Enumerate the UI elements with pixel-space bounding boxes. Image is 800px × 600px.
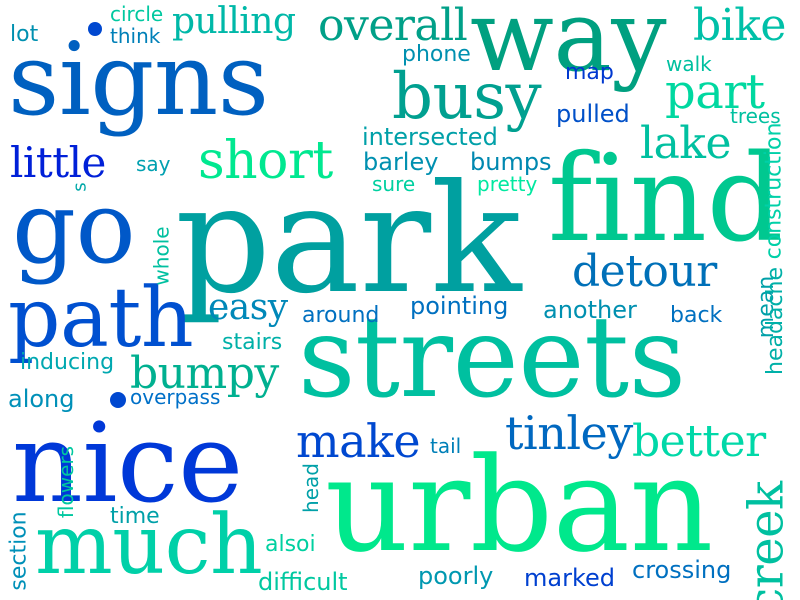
word-short: short xyxy=(198,131,333,191)
word-find: find xyxy=(548,130,783,269)
word-park: park xyxy=(175,153,522,327)
word-circle: circle xyxy=(110,2,164,26)
dot-bottom xyxy=(110,392,126,408)
word-whole: whole xyxy=(149,226,174,286)
word-head: head xyxy=(298,463,323,513)
word-poorly: poorly xyxy=(418,562,494,590)
word-section: section xyxy=(6,511,32,591)
word-phone: phone xyxy=(402,42,471,67)
word-pretty: pretty xyxy=(477,172,538,196)
word-pulling: pulling xyxy=(172,1,296,42)
word-back: back xyxy=(670,303,723,328)
word-lake: lake xyxy=(640,118,732,169)
word-part: part xyxy=(665,64,765,120)
word-easy: easy xyxy=(208,287,288,328)
word-make: make xyxy=(296,414,421,468)
word-detour: detour xyxy=(572,246,717,297)
word-little: little xyxy=(10,138,106,187)
word-crossing: crossing xyxy=(632,556,732,584)
word-bumps: bumps xyxy=(470,148,552,176)
word-construction: construction xyxy=(761,122,787,260)
word-walk: walk xyxy=(666,52,712,76)
word-go: go xyxy=(12,169,136,286)
word-pointing: pointing xyxy=(410,292,509,320)
word-urban: urban xyxy=(325,429,713,581)
word-much: much xyxy=(35,498,263,593)
word-bike: bike xyxy=(693,0,786,51)
word-bumpy: bumpy xyxy=(130,348,279,399)
word-around: around xyxy=(302,303,380,328)
word-say: say xyxy=(136,152,171,176)
word-tinley: tinley xyxy=(505,406,633,460)
word-barley: barley xyxy=(363,148,439,176)
word-streets: streets xyxy=(298,293,686,423)
word-better: better xyxy=(632,416,766,467)
word-intersected: intersected xyxy=(362,123,498,151)
word-way: way xyxy=(470,0,667,94)
word-stairs: stairs xyxy=(222,330,283,355)
word-signs: signs xyxy=(8,21,269,138)
word-overpass: overpass xyxy=(130,385,221,409)
word-flowers: flowers xyxy=(54,445,79,519)
word-s: s xyxy=(69,182,91,192)
word-busy: busy xyxy=(392,60,542,134)
word-another: another xyxy=(543,296,637,324)
word-time: time xyxy=(110,504,160,529)
word-creek: creek xyxy=(738,481,795,600)
word-sure: sure xyxy=(372,172,416,196)
word-tail: tail xyxy=(430,434,462,458)
dot-top xyxy=(88,22,102,36)
word-pulled: pulled xyxy=(556,100,630,128)
word-map: map xyxy=(565,60,614,85)
word-along: along xyxy=(8,385,75,413)
word-overall: overall xyxy=(318,0,468,51)
word-headache: headache xyxy=(762,267,788,375)
word-nice: nice xyxy=(12,399,243,527)
word-trees: trees xyxy=(730,104,781,128)
word-inducing: inducing xyxy=(20,350,115,375)
word-difficult: difficult xyxy=(258,568,348,596)
word-think: think xyxy=(110,24,161,48)
word-lot: lot xyxy=(10,22,39,47)
word-alsoi: alsoi xyxy=(265,532,316,557)
word-marked: marked xyxy=(524,564,615,592)
word-path: path xyxy=(8,271,194,366)
